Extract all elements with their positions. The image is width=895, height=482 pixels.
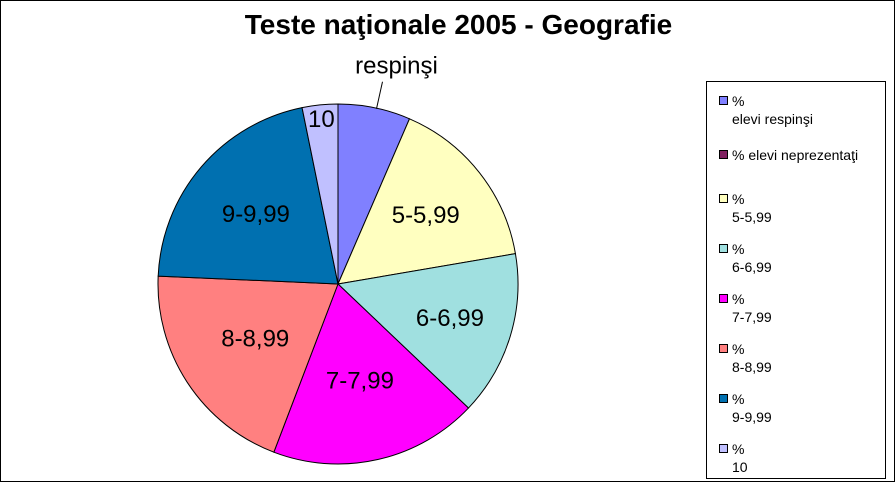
legend-swatch (719, 394, 728, 403)
legend-line: % (732, 391, 745, 407)
legend-entry: % 7-7,99 (719, 290, 884, 326)
leader-line (376, 81, 383, 109)
legend-label: % elevi neprezentaţi (719, 146, 884, 164)
legend-swatch (719, 344, 728, 353)
chart-title: Teste naţionale 2005 - Geografie (244, 9, 673, 40)
legend-label: % 7-7,99 (719, 290, 884, 326)
legend-line: elevi respinşi (732, 111, 813, 127)
slice-label: respinşi (355, 53, 438, 80)
legend-line: % (732, 341, 745, 357)
legend-entry: % 8-8,99 (719, 340, 884, 376)
legend-swatch (719, 150, 728, 159)
slice-label: 6-6,99 (416, 305, 484, 332)
slice-label: 9-9,99 (222, 201, 290, 228)
legend-line: 5-5,99 (732, 209, 772, 225)
legend-label: % 6-6,99 (719, 240, 884, 276)
slice-label: 8-8,99 (221, 325, 289, 352)
legend-line: 10 (732, 459, 748, 475)
legend-label: % 10 (719, 440, 884, 476)
pie-slice (157, 275, 339, 453)
legend-line: 6-6,99 (732, 259, 772, 275)
slice-label: 10 (308, 106, 335, 133)
slice-label: 5-5,99 (392, 202, 460, 229)
legend-line: % elevi neprezentaţi (732, 147, 859, 163)
pie-slice (157, 107, 339, 285)
legend-line: % (732, 291, 745, 307)
legend-entry: % 5-5,99 (719, 190, 884, 226)
legend-label: % 8-8,99 (719, 340, 884, 376)
legend-entry: % 6-6,99 (719, 240, 884, 276)
legend-line: 7-7,99 (732, 309, 772, 325)
legend-label: % 9-9,99 (719, 390, 884, 426)
legend-label: % elevi respinşi (719, 92, 884, 128)
legend-swatch (719, 244, 728, 253)
legend-entry: % elevi neprezentaţi (719, 146, 884, 164)
legend-line: % (732, 191, 745, 207)
pie-slice (273, 283, 470, 465)
legend-swatch (719, 194, 728, 203)
legend-swatch (719, 96, 728, 105)
legend-entry: % 10 (719, 440, 884, 476)
legend-swatch (719, 444, 728, 453)
legend-line: 9-9,99 (732, 409, 772, 425)
legend-label: % 5-5,99 (719, 190, 884, 226)
legend-entry: % elevi respinşi (719, 92, 884, 128)
legend-swatch (719, 294, 728, 303)
legend-entry: % 9-9,99 (719, 390, 884, 426)
legend: % elevi respinşi % elevi neprezentaţi% 5-5,… (706, 81, 886, 479)
legend-line: % (732, 241, 745, 257)
legend-line: % (732, 441, 745, 457)
legend-line: 8-8,99 (732, 359, 772, 375)
legend-line: % (732, 93, 745, 109)
pie-slice (301, 103, 339, 285)
pie-slice (336, 253, 519, 409)
slice-label: 7-7,99 (326, 368, 394, 395)
pie-slice (337, 118, 516, 285)
